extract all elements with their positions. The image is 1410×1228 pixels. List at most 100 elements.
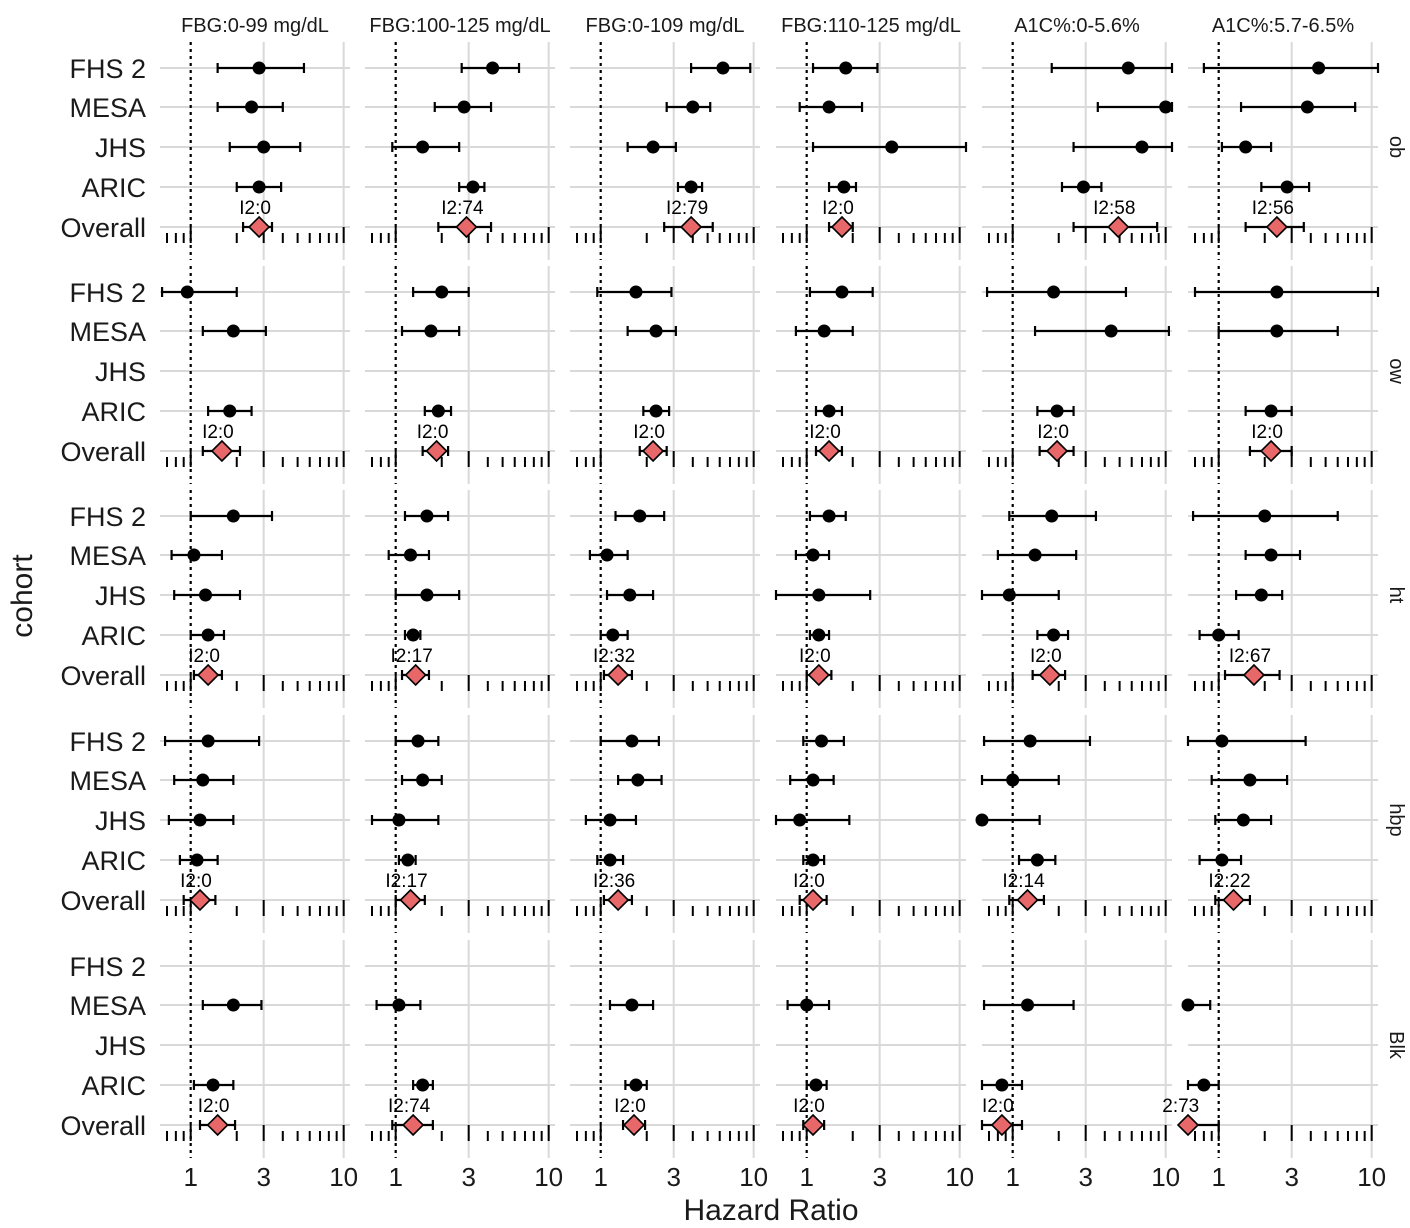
facet-panel: I2:0 xyxy=(365,266,555,484)
estimate-point xyxy=(416,1078,430,1092)
facet-panel: I2:0 xyxy=(776,266,966,484)
i2-label: I2:0 xyxy=(417,422,449,443)
estimate-point xyxy=(623,588,637,602)
estimate-point xyxy=(625,998,639,1012)
i2-label: I2:0 xyxy=(799,646,831,667)
estimate-point xyxy=(649,324,663,338)
overall-diamond xyxy=(641,439,665,463)
estimate-point xyxy=(806,548,820,562)
estimate-point xyxy=(800,998,814,1012)
cohort-label: Overall xyxy=(60,661,146,691)
estimate-point xyxy=(392,813,406,827)
estimate-point xyxy=(716,61,730,75)
estimate-point xyxy=(1047,628,1061,642)
facet-panel: I2:74 xyxy=(365,42,555,260)
estimate-point xyxy=(995,1078,1009,1092)
overall-diamond xyxy=(1242,663,1266,687)
estimate-point xyxy=(392,998,406,1012)
estimate-point xyxy=(1212,628,1226,642)
i2-label: I2:0 xyxy=(822,198,854,219)
estimate-point xyxy=(201,628,215,642)
i2-label: I2:67 xyxy=(1229,646,1271,667)
estimate-point xyxy=(226,324,240,338)
x-tick-label: 10 xyxy=(329,1162,358,1192)
i2-label: I2:0 xyxy=(1037,422,1069,443)
chart-marks: FBG:0-99 mg/dL FBG:100-125 mg/dL FBG:0-109… xyxy=(60,15,1407,1192)
column-title: A1C%:0-5.6% xyxy=(1014,15,1140,37)
x-tick-label: 10 xyxy=(1151,1162,1180,1192)
x-tick-label: 3 xyxy=(461,1162,475,1192)
overall-diamond xyxy=(425,439,448,463)
facet-panel: I2:0 xyxy=(160,266,350,484)
overall-diamond xyxy=(399,888,422,912)
i2-label: I2:0 xyxy=(793,1096,825,1117)
row-strip-label: ow xyxy=(1385,358,1407,384)
estimate-point xyxy=(1236,813,1250,827)
estimate-point xyxy=(1021,998,1035,1012)
x-tick-label: 1 xyxy=(593,1162,607,1192)
estimate-point xyxy=(1264,548,1278,562)
estimate-point xyxy=(686,100,700,114)
cohort-label: Overall xyxy=(60,1111,146,1141)
estimate-point xyxy=(817,324,831,338)
estimate-point xyxy=(1280,180,1294,194)
i2-label: I2:0 xyxy=(180,871,212,892)
estimate-point xyxy=(420,588,434,602)
row-strip-label: hbp xyxy=(1385,803,1407,836)
x-tick-label: 3 xyxy=(256,1162,270,1192)
estimate-point xyxy=(839,61,853,75)
estimate-point xyxy=(806,773,820,787)
estimate-point xyxy=(809,1078,823,1092)
cohort-label: ARIC xyxy=(81,1071,146,1101)
cohort-label: MESA xyxy=(69,317,146,347)
estimate-point xyxy=(1215,853,1229,867)
x-tick-label: 3 xyxy=(666,1162,680,1192)
facet-panel: I2:79 xyxy=(570,42,760,260)
overall-diamond xyxy=(247,215,271,239)
row-strip-label: Blk xyxy=(1385,1031,1407,1060)
estimate-point xyxy=(187,548,201,562)
overall-diamond xyxy=(801,1113,825,1137)
cohort-label: Overall xyxy=(60,437,146,467)
x-tick-label: 10 xyxy=(945,1162,974,1192)
estimate-point xyxy=(1312,61,1326,75)
cohort-label: FHS 2 xyxy=(69,502,146,532)
facet-panel: I2:0 xyxy=(980,940,1172,1158)
i2-label: I2:0 xyxy=(188,646,220,667)
i2-label: I2:36 xyxy=(593,871,635,892)
facet-panel: I2:0 xyxy=(570,940,760,1158)
estimate-point xyxy=(885,140,899,154)
estimate-point xyxy=(1197,1078,1211,1092)
facet-panel: I2:0 xyxy=(1188,266,1380,484)
estimate-point xyxy=(633,509,647,523)
overall-diamond xyxy=(801,888,825,912)
estimate-point xyxy=(226,998,240,1012)
row-strip-label: ob xyxy=(1385,136,1407,158)
x-axis-title: Hazard Ratio xyxy=(683,1194,858,1227)
estimate-point xyxy=(975,813,989,827)
facet-panel: I2:0 xyxy=(980,490,1172,708)
estimate-point xyxy=(1258,509,1272,523)
i2-label: I2:32 xyxy=(593,646,635,667)
estimate-point xyxy=(431,404,445,418)
cohort-label: FHS 2 xyxy=(69,278,146,308)
facet-panel: I2:32 xyxy=(570,490,760,708)
estimate-point xyxy=(837,180,851,194)
i2-label: I2:22 xyxy=(1208,871,1250,892)
estimate-point xyxy=(257,140,271,154)
facet-panel: I2:0 xyxy=(160,490,350,708)
estimate-point xyxy=(603,853,617,867)
estimate-point xyxy=(411,734,425,748)
estimate-point xyxy=(193,813,207,827)
estimate-point xyxy=(822,100,836,114)
estimate-point xyxy=(420,509,434,523)
overall-diamond xyxy=(807,663,830,687)
overall-diamond xyxy=(606,888,630,912)
x-tick-label: 10 xyxy=(1357,1162,1386,1192)
i2-label: I2:74 xyxy=(388,1096,431,1117)
estimate-point xyxy=(1002,588,1016,602)
estimate-point xyxy=(1243,773,1257,787)
cohort-label: FHS 2 xyxy=(69,727,146,757)
i2-label: I2:58 xyxy=(1093,198,1135,219)
i2-label: I2:0 xyxy=(239,198,271,219)
